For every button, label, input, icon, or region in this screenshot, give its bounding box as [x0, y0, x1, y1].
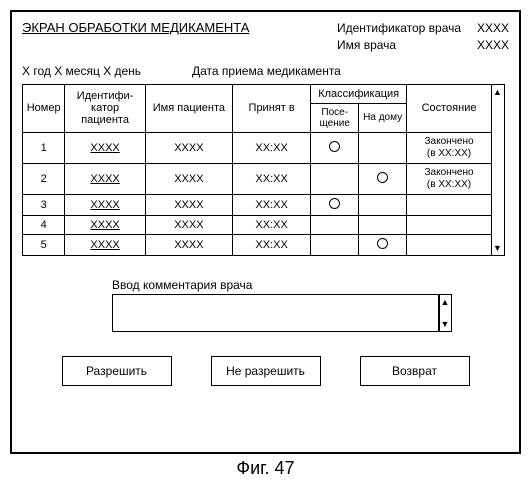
table-wrap: Номер Идентифи- катор пациента Имя пацие… [22, 84, 509, 256]
cell-number: 4 [23, 215, 65, 234]
cell-visit [311, 132, 359, 163]
cell-home [359, 163, 407, 194]
doctor-name-label: Имя врача [337, 37, 477, 54]
col-patient-id: Идентифи- катор пациента [65, 84, 146, 132]
cell-patient-id[interactable]: XXXX [65, 194, 146, 215]
col-classification: Классификация [311, 84, 407, 103]
comment-label: Ввод комментария врача [112, 278, 452, 292]
cell-status [407, 215, 492, 234]
cell-number: 1 [23, 132, 65, 163]
scroll-down-icon[interactable]: ▼ [493, 243, 502, 253]
col-patient-name: Имя пациента [145, 84, 232, 132]
allow-button[interactable]: Разрешить [62, 356, 172, 386]
comment-input[interactable] [112, 294, 440, 332]
cell-visit [311, 234, 359, 255]
circle-icon [329, 141, 340, 152]
current-date: X год X месяц X день [22, 64, 192, 78]
cell-visit [311, 215, 359, 234]
figure-caption: Фиг. 47 [10, 458, 521, 479]
table-row: 4XXXXXXXXXX:XX [23, 215, 492, 234]
col-status: Состояние [407, 84, 492, 132]
comment-scrollbar[interactable]: ▲ ▼ [438, 294, 452, 332]
scroll-up-icon[interactable]: ▲ [493, 87, 502, 97]
cell-status: Закончено(в XX:XX) [407, 132, 492, 163]
scroll-down-icon[interactable]: ▼ [441, 319, 450, 329]
cell-home [359, 215, 407, 234]
intake-date-label: Дата приема медикамента [192, 64, 341, 78]
cell-patient-name: XXXX [145, 234, 232, 255]
col-taken-at: Принят в [232, 84, 310, 132]
cell-time: XX:XX [232, 215, 310, 234]
scroll-up-icon[interactable]: ▲ [441, 297, 450, 307]
deny-button[interactable]: Не разрешить [211, 356, 321, 386]
header-row: ЭКРАН ОБРАБОТКИ МЕДИКАМЕНТА Идентификато… [22, 20, 509, 54]
cell-patient-name: XXXX [145, 132, 232, 163]
cell-patient-id[interactable]: XXXX [65, 215, 146, 234]
doctor-id-value: XXXX [477, 20, 509, 37]
buttons-row: Разрешить Не разрешить Возврат [22, 356, 509, 386]
col-visit: Посе- щение [311, 103, 359, 132]
col-home: На дому [359, 103, 407, 132]
cell-visit [311, 163, 359, 194]
circle-icon [329, 198, 340, 209]
table-row: 1XXXXXXXXXX:XXЗакончено(в XX:XX) [23, 132, 492, 163]
circle-icon [377, 238, 388, 249]
doctor-id-label: Идентификатор врача [337, 20, 477, 37]
cell-time: XX:XX [232, 194, 310, 215]
cell-time: XX:XX [232, 163, 310, 194]
table-scrollbar[interactable]: ▲ ▼ [491, 84, 505, 256]
cell-time: XX:XX [232, 234, 310, 255]
screen-frame: ЭКРАН ОБРАБОТКИ МЕДИКАМЕНТА Идентификато… [10, 10, 521, 454]
cell-home [359, 234, 407, 255]
cell-patient-name: XXXX [145, 215, 232, 234]
table-row: 5XXXXXXXXXX:XX [23, 234, 492, 255]
cell-number: 3 [23, 194, 65, 215]
cell-patient-name: XXXX [145, 194, 232, 215]
back-button[interactable]: Возврат [360, 356, 470, 386]
cell-status: Закончено(в XX:XX) [407, 163, 492, 194]
cell-home [359, 194, 407, 215]
circle-icon [377, 172, 388, 183]
cell-patient-id[interactable]: XXXX [65, 132, 146, 163]
cell-status [407, 194, 492, 215]
screen-title: ЭКРАН ОБРАБОТКИ МЕДИКАМЕНТА [22, 20, 249, 35]
col-number: Номер [23, 84, 65, 132]
cell-status [407, 234, 492, 255]
medication-table: Номер Идентифи- катор пациента Имя пацие… [22, 84, 492, 256]
cell-patient-id[interactable]: XXXX [65, 234, 146, 255]
date-row: X год X месяц X день Дата приема медикам… [22, 64, 509, 78]
table-row: 2XXXXXXXXXX:XXЗакончено(в XX:XX) [23, 163, 492, 194]
cell-patient-name: XXXX [145, 163, 232, 194]
comment-block: Ввод комментария врача ▲ ▼ [112, 278, 452, 332]
doctor-info: Идентификатор врача XXXX Имя врача XXXX [337, 20, 509, 54]
doctor-name-value: XXXX [477, 37, 509, 54]
table-row: 3XXXXXXXXXX:XX [23, 194, 492, 215]
cell-patient-id[interactable]: XXXX [65, 163, 146, 194]
cell-time: XX:XX [232, 132, 310, 163]
cell-number: 5 [23, 234, 65, 255]
cell-visit [311, 194, 359, 215]
cell-home [359, 132, 407, 163]
cell-number: 2 [23, 163, 65, 194]
